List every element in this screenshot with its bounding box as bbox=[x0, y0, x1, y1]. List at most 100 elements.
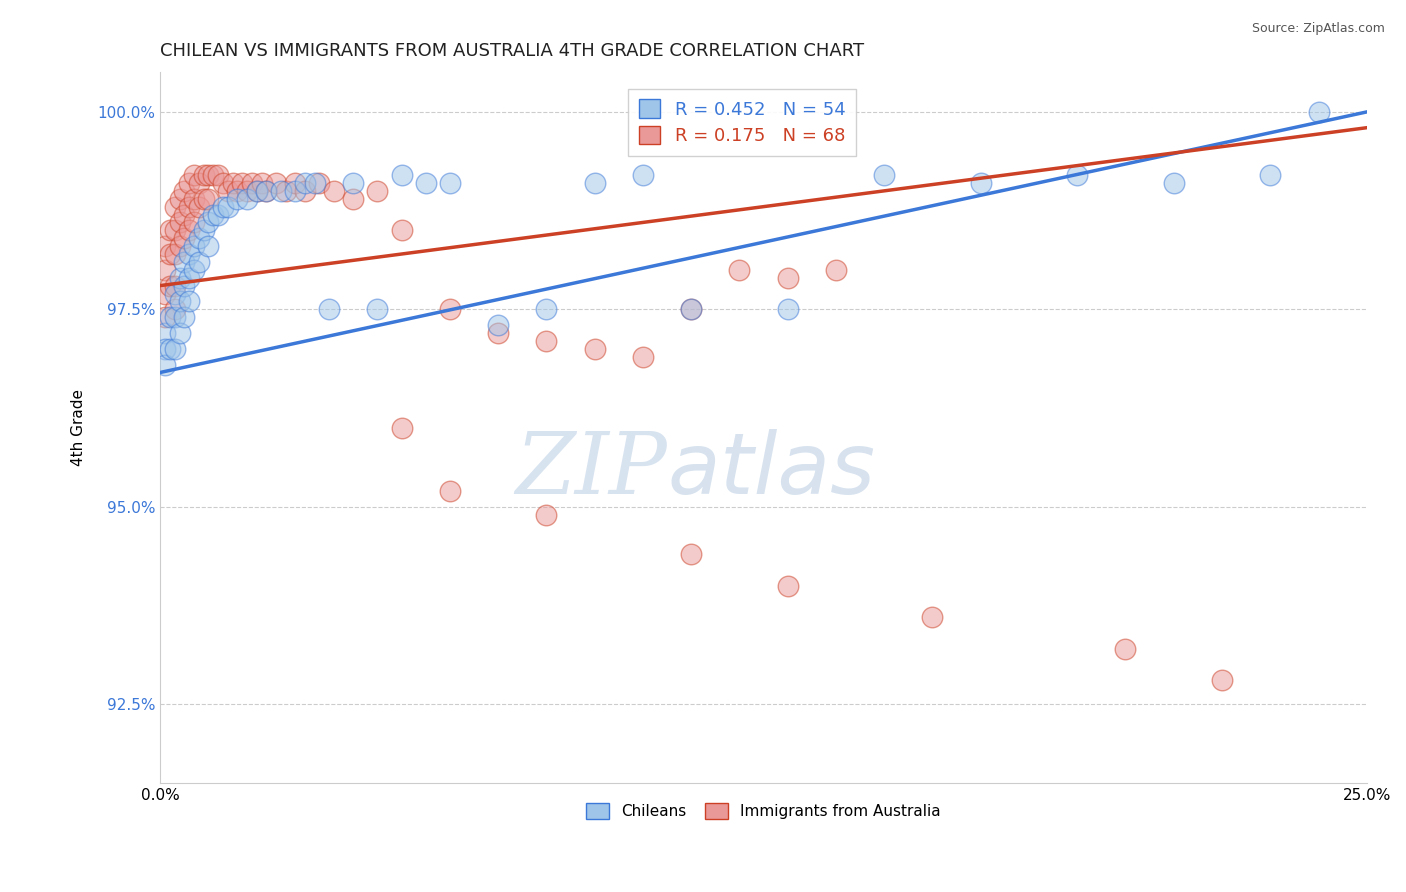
Point bbox=[163, 200, 186, 214]
Point bbox=[391, 223, 413, 237]
Point bbox=[921, 610, 943, 624]
Point bbox=[536, 334, 558, 348]
Point bbox=[183, 168, 205, 182]
Point bbox=[231, 176, 253, 190]
Point bbox=[246, 184, 269, 198]
Point bbox=[187, 200, 209, 214]
Point bbox=[173, 310, 195, 325]
Point bbox=[342, 192, 364, 206]
Point bbox=[366, 302, 388, 317]
Point bbox=[254, 184, 277, 198]
Point bbox=[1114, 641, 1136, 656]
Point bbox=[304, 176, 326, 190]
Point bbox=[153, 326, 176, 340]
Point bbox=[163, 223, 186, 237]
Point bbox=[163, 278, 186, 293]
Point bbox=[284, 184, 307, 198]
Point bbox=[318, 302, 340, 317]
Point bbox=[179, 176, 201, 190]
Point bbox=[217, 200, 239, 214]
Point bbox=[391, 421, 413, 435]
Point bbox=[217, 184, 239, 198]
Point bbox=[163, 342, 186, 356]
Text: atlas: atlas bbox=[666, 429, 875, 512]
Point bbox=[163, 286, 186, 301]
Point bbox=[274, 184, 297, 198]
Point bbox=[159, 310, 181, 325]
Point bbox=[236, 184, 259, 198]
Point bbox=[159, 342, 181, 356]
Point bbox=[681, 547, 703, 561]
Point bbox=[536, 302, 558, 317]
Point bbox=[970, 176, 993, 190]
Point bbox=[202, 208, 225, 222]
Point bbox=[226, 184, 249, 198]
Point bbox=[197, 239, 219, 253]
Point bbox=[221, 176, 243, 190]
Point bbox=[439, 176, 461, 190]
Text: CHILEAN VS IMMIGRANTS FROM AUSTRALIA 4TH GRADE CORRELATION CHART: CHILEAN VS IMMIGRANTS FROM AUSTRALIA 4TH… bbox=[160, 42, 865, 60]
Point bbox=[284, 176, 307, 190]
Point bbox=[183, 239, 205, 253]
Point bbox=[179, 270, 201, 285]
Point bbox=[169, 270, 191, 285]
Point bbox=[1066, 168, 1088, 182]
Point bbox=[323, 184, 346, 198]
Point bbox=[294, 176, 316, 190]
Point bbox=[873, 168, 896, 182]
Point bbox=[163, 247, 186, 261]
Point bbox=[169, 326, 191, 340]
Point bbox=[197, 168, 219, 182]
Point bbox=[169, 239, 191, 253]
Point bbox=[169, 294, 191, 309]
Point bbox=[212, 176, 235, 190]
Point bbox=[193, 168, 215, 182]
Point bbox=[1211, 673, 1233, 688]
Point bbox=[825, 262, 848, 277]
Point bbox=[163, 302, 186, 317]
Point bbox=[246, 184, 269, 198]
Point bbox=[159, 278, 181, 293]
Point bbox=[193, 192, 215, 206]
Point bbox=[583, 176, 606, 190]
Point bbox=[153, 286, 176, 301]
Point bbox=[173, 231, 195, 245]
Point bbox=[193, 223, 215, 237]
Point bbox=[173, 208, 195, 222]
Point bbox=[776, 270, 799, 285]
Point bbox=[197, 192, 219, 206]
Point bbox=[169, 215, 191, 229]
Point bbox=[536, 508, 558, 522]
Point bbox=[366, 184, 388, 198]
Point bbox=[183, 262, 205, 277]
Point bbox=[169, 192, 191, 206]
Point bbox=[681, 302, 703, 317]
Point bbox=[308, 176, 330, 190]
Point bbox=[415, 176, 437, 190]
Point bbox=[240, 176, 263, 190]
Point bbox=[212, 200, 235, 214]
Point bbox=[197, 215, 219, 229]
Point bbox=[776, 302, 799, 317]
Point bbox=[342, 176, 364, 190]
Point bbox=[173, 255, 195, 269]
Point bbox=[179, 200, 201, 214]
Point bbox=[728, 262, 751, 277]
Point bbox=[1258, 168, 1281, 182]
Point bbox=[173, 184, 195, 198]
Point bbox=[236, 192, 259, 206]
Point bbox=[583, 342, 606, 356]
Point bbox=[207, 168, 229, 182]
Point bbox=[187, 176, 209, 190]
Point bbox=[153, 310, 176, 325]
Point bbox=[439, 302, 461, 317]
Point bbox=[202, 168, 225, 182]
Point bbox=[153, 239, 176, 253]
Point bbox=[187, 255, 209, 269]
Point bbox=[207, 208, 229, 222]
Point bbox=[270, 184, 292, 198]
Point bbox=[153, 342, 176, 356]
Point bbox=[264, 176, 287, 190]
Legend: Chileans, Immigrants from Australia: Chileans, Immigrants from Australia bbox=[581, 797, 946, 825]
Point bbox=[631, 168, 654, 182]
